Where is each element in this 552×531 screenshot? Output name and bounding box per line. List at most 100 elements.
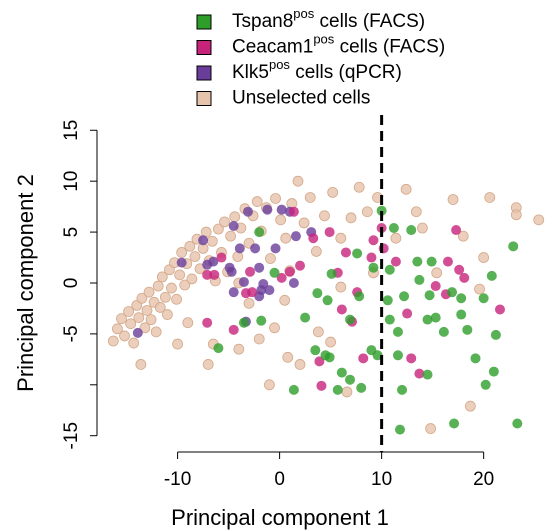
point — [438, 326, 449, 337]
point — [335, 232, 347, 244]
point — [202, 317, 213, 328]
point — [288, 384, 299, 395]
point — [456, 293, 467, 304]
point — [280, 232, 292, 244]
legend-label: Klk5pos cells (qPCR) — [232, 57, 402, 83]
point — [449, 418, 460, 429]
point — [213, 223, 224, 235]
point — [123, 306, 135, 317]
point — [327, 186, 339, 198]
point — [229, 211, 241, 223]
point — [253, 333, 265, 345]
point — [269, 322, 280, 334]
point — [176, 257, 187, 268]
point — [225, 230, 237, 242]
point — [314, 356, 325, 367]
legend-label: Ceacam1pos cells (FACS) — [232, 32, 445, 58]
point — [251, 196, 263, 207]
point — [234, 243, 245, 254]
point — [447, 287, 458, 298]
point — [256, 315, 267, 326]
point — [417, 222, 428, 234]
point — [361, 206, 373, 218]
point — [132, 327, 143, 338]
point — [242, 206, 253, 217]
point — [119, 330, 130, 342]
legend-name: Klk5 — [232, 62, 269, 83]
point — [384, 314, 395, 325]
point — [310, 246, 322, 257]
y-tick-label: 5 — [61, 227, 82, 238]
point — [356, 382, 367, 393]
point — [358, 353, 369, 364]
point — [424, 290, 435, 301]
point — [233, 343, 245, 355]
point — [533, 214, 545, 226]
legend-suffix: cells (FACS) — [314, 11, 425, 32]
point — [275, 214, 287, 226]
point — [150, 326, 162, 338]
point — [228, 220, 239, 231]
point — [392, 350, 403, 361]
point — [340, 247, 351, 258]
point — [312, 326, 324, 338]
point — [179, 279, 191, 291]
legend-name: Unselected cells — [232, 88, 370, 109]
legend-name: Ceacam1 — [232, 37, 313, 58]
point — [486, 270, 497, 281]
point — [209, 269, 220, 280]
point — [171, 293, 182, 305]
point — [116, 313, 127, 325]
point — [414, 368, 425, 379]
point — [480, 379, 491, 390]
point — [390, 232, 402, 244]
point — [400, 183, 412, 195]
point — [392, 326, 403, 337]
legend-sup: pos — [269, 57, 290, 72]
point — [276, 272, 287, 283]
y-tick-label: -15 — [61, 422, 82, 449]
point — [353, 181, 365, 193]
legend-label: Tspan8pos cells (FACS) — [232, 6, 425, 32]
legend-sup: pos — [293, 6, 314, 21]
point — [322, 295, 333, 306]
point — [276, 204, 287, 215]
point — [454, 264, 465, 275]
point — [208, 256, 219, 267]
point — [219, 216, 230, 228]
point — [512, 418, 523, 429]
point — [243, 297, 255, 309]
point — [294, 359, 306, 370]
point — [319, 210, 330, 222]
point — [202, 269, 213, 280]
point — [352, 248, 363, 259]
point — [474, 283, 485, 295]
point — [456, 309, 467, 320]
legend-suffix: cells (qPCR) — [290, 62, 402, 83]
point — [462, 324, 473, 335]
point — [228, 287, 239, 298]
point — [335, 281, 347, 293]
point — [125, 318, 137, 330]
point — [202, 359, 214, 370]
point — [402, 308, 413, 319]
point — [366, 252, 377, 263]
point — [376, 205, 387, 216]
point — [154, 302, 166, 313]
point — [254, 227, 265, 238]
point — [143, 286, 155, 298]
point — [336, 367, 347, 378]
point — [430, 312, 441, 323]
point — [186, 273, 198, 285]
y-tick-label: 10 — [61, 171, 82, 192]
point — [213, 343, 224, 354]
point — [345, 374, 356, 385]
point — [141, 305, 153, 316]
point — [508, 241, 519, 252]
point — [247, 287, 258, 298]
point — [324, 352, 335, 363]
point — [345, 314, 356, 325]
point — [295, 260, 306, 271]
point — [290, 231, 301, 242]
x-axis-title: Principal component 1 — [171, 505, 389, 530]
